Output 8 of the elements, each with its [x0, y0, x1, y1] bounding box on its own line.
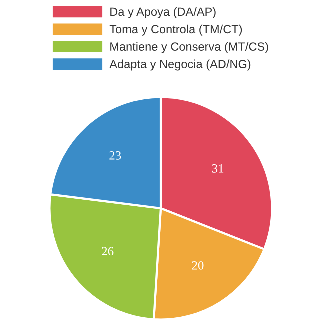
data-label: 31	[212, 164, 224, 173]
data-label: 26	[102, 247, 114, 256]
data-label: 23	[110, 151, 122, 160]
data-label: 20	[192, 261, 204, 270]
legend-label: Toma y Controla (TM/CT)	[110, 24, 242, 36]
legend-label: Da y Apoya (DA/AP)	[110, 7, 216, 18]
legend-label: Adapta y Negocia (AD/NG)	[110, 60, 251, 71]
legend-label: Mantiene y Conserva (MT/CS)	[110, 42, 268, 54]
